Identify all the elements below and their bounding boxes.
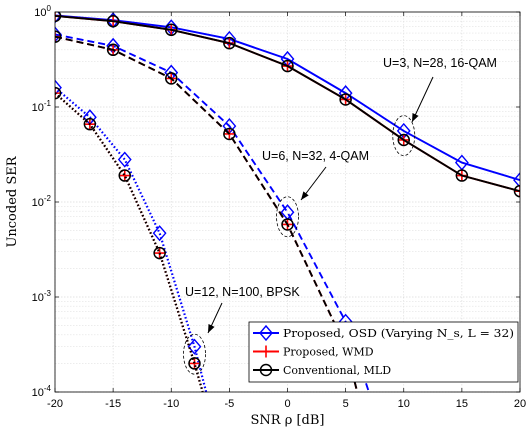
data-point-circle [281, 59, 294, 73]
y-tick-label: 10-2 [32, 194, 52, 209]
x-tick-label: 20 [514, 398, 526, 410]
data-point-circle [55, 86, 62, 100]
data-point-circle [165, 23, 178, 37]
data-point-circle [188, 357, 201, 370]
x-tick-label: -20 [47, 398, 63, 410]
data-point-circle [55, 12, 62, 23]
x-tick-label: -10 [163, 398, 179, 410]
y-tick-label: 100 [34, 4, 51, 19]
data-point-diamond [259, 324, 273, 342]
x-axis-label: SNR ρ [dB] [251, 413, 325, 428]
x-tick-label: 10 [398, 398, 410, 410]
y-tick-label: 10-4 [32, 384, 52, 399]
data-point-plus [118, 169, 131, 182]
series-line [55, 14, 520, 193]
data-point-circle [153, 246, 166, 260]
data-point-circle [455, 169, 469, 182]
annotation-label: U=6, N=32, 4-QAM [262, 149, 369, 163]
y-tick-label: 10-3 [32, 289, 52, 304]
legend-label: Proposed, WMD [283, 346, 374, 359]
y-axis-label: Uncoded SER [5, 155, 20, 247]
data-point-circle [223, 127, 236, 141]
series-group [55, 12, 520, 392]
x-tick-label: 15 [456, 398, 468, 410]
x-tick-label: 5 [343, 398, 349, 410]
data-point-plus [514, 185, 520, 198]
axis-ticks: -20 -15 -10 -5 0 5 10 15 20 10-4 10-3 10-2 10-1 100 [32, 4, 527, 410]
annotations: U=3, N=28, 16-QAM U=6, N=32, 4-QAM U=12, N… [183, 56, 497, 375]
series-line [55, 92, 204, 392]
data-point-circle [281, 218, 294, 231]
x-tick-label: -15 [105, 398, 121, 410]
series-proposed-osddotted [55, 79, 208, 392]
annotation-arrowhead [412, 113, 419, 122]
data-point-diamond [117, 151, 132, 168]
data-point-circle [223, 36, 236, 50]
data-point-plus [55, 87, 61, 100]
legend-box [248, 321, 519, 383]
annotation-label: U=12, N=100, BPSK [185, 285, 300, 299]
annotation-ellipse [276, 196, 299, 238]
y-tick-label: 10-1 [32, 99, 52, 114]
legend: Proposed, OSD (Varying N_s, L = 32) Propo… [248, 321, 519, 383]
data-point-plus [188, 357, 201, 370]
annotation-label: U=3, N=28, 16-QAM [383, 56, 497, 70]
data-point-diamond [187, 338, 202, 355]
series-line [55, 35, 359, 392]
annotation-ellipse [392, 115, 416, 156]
data-point-circle [339, 93, 352, 106]
data-point-plus [260, 345, 272, 358]
legend-label: Proposed, OSD (Varying N_s, L = 32) [283, 327, 514, 340]
annotation-arrowhead [301, 191, 309, 200]
data-point-circle [259, 363, 273, 377]
series-line [55, 86, 208, 392]
data-point-circle [397, 133, 410, 147]
series-line [55, 14, 520, 182]
annotation-arrowhead [208, 324, 215, 333]
data-point-circle [165, 72, 178, 85]
data-point-diamond [513, 172, 520, 189]
x-tick-label: 0 [284, 398, 290, 410]
data-point-circle [118, 169, 131, 182]
data-point-diamond [55, 79, 62, 96]
legend-label: Conventional, MLD [283, 364, 391, 377]
data-point-circle [55, 30, 62, 43]
series-conventional-mldsolid [55, 12, 520, 198]
data-point-circle [513, 184, 520, 198]
x-tick-label: -5 [224, 398, 234, 410]
annotation-ellipse [183, 333, 206, 375]
series-conventional-mlddotted [55, 86, 204, 392]
data-point-circle [83, 117, 97, 131]
data-point-circle [106, 43, 120, 57]
data-point-diamond [152, 225, 167, 242]
